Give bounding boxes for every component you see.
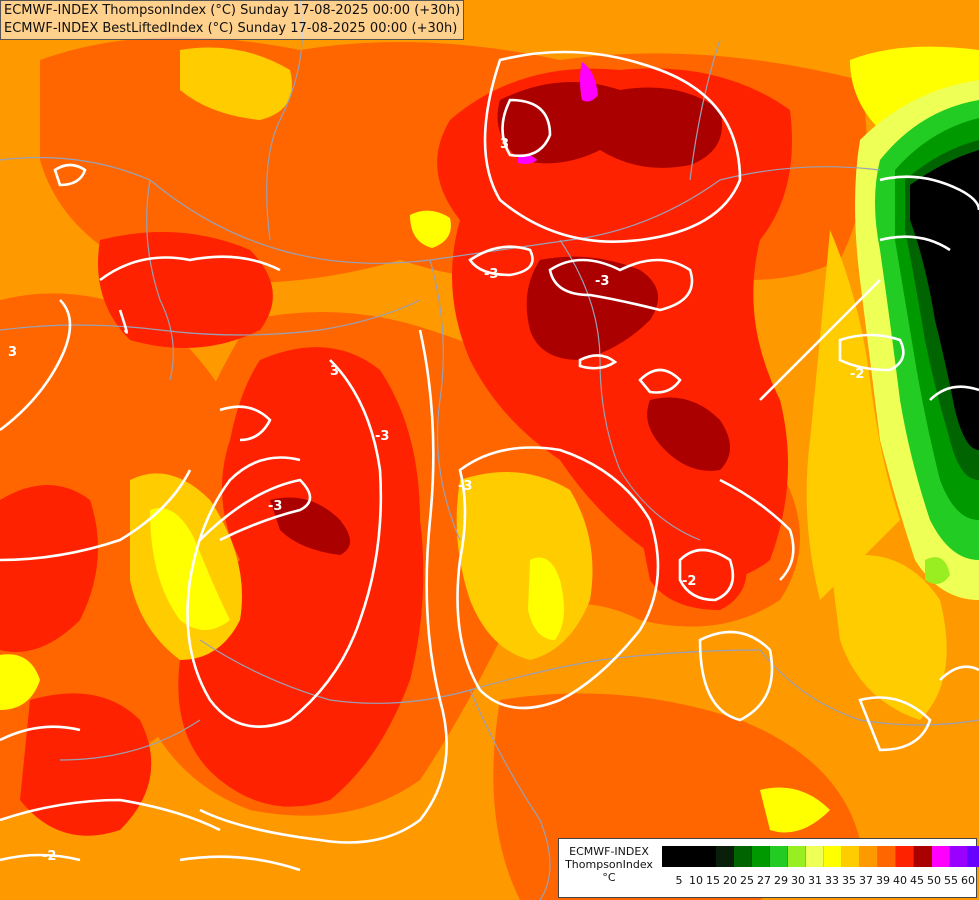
legend-tick-label: 5 bbox=[675, 874, 683, 887]
legend-tick-label: 60 bbox=[961, 874, 975, 887]
color-legend: ECMWF-INDEX ThompsonIndex °C 5 10 15 20 25 27… bbox=[558, 838, 979, 898]
legend-swatch bbox=[752, 846, 770, 867]
legend-swatch bbox=[806, 846, 824, 867]
legend-swatch bbox=[734, 846, 752, 867]
legend-swatch bbox=[662, 846, 680, 867]
map-title-box: ECMWF-INDEX ThompsonIndex (°C) Sunday 17… bbox=[0, 0, 465, 40]
legend-tick-label: 31 bbox=[808, 874, 822, 887]
legend-swatch bbox=[860, 846, 878, 867]
field-31-center bbox=[528, 557, 564, 640]
field-33-northwest bbox=[180, 47, 292, 120]
legend-swatch bbox=[968, 846, 979, 867]
field-40-north bbox=[497, 82, 722, 168]
contour-label: -2 bbox=[850, 367, 864, 382]
field-33-east-coast bbox=[806, 230, 900, 600]
legend-tick-label: 50 bbox=[927, 874, 941, 887]
legend-swatch bbox=[698, 846, 716, 867]
field-33-south-east bbox=[830, 555, 947, 720]
field-45-spot bbox=[518, 155, 537, 164]
legend-swatch bbox=[878, 846, 896, 867]
field-39-southwest bbox=[20, 693, 152, 836]
contour-label: 3 bbox=[330, 364, 339, 379]
legend-tick-label: 35 bbox=[842, 874, 856, 887]
legend-title: ECMWF-INDEX bbox=[569, 845, 649, 858]
legend-tick-label: 55 bbox=[944, 874, 958, 887]
legend-swatch bbox=[896, 846, 914, 867]
legend-tick-label: 20 bbox=[723, 874, 737, 887]
legend-tick-label: 15 bbox=[706, 874, 720, 887]
contour-label: -2 bbox=[42, 849, 56, 864]
contour-label: -2 bbox=[682, 574, 696, 589]
field-east-pale-spot bbox=[925, 557, 950, 584]
contour-label: -3 bbox=[268, 499, 282, 514]
legend-swatch bbox=[950, 846, 968, 867]
contour-label: -3 bbox=[458, 479, 472, 494]
field-39-central bbox=[178, 347, 424, 807]
legend-swatch bbox=[680, 846, 698, 867]
contour-label: 3 bbox=[500, 137, 509, 152]
field-east-black bbox=[910, 150, 979, 450]
legend-label: ECMWF-INDEX ThompsonIndex °C bbox=[563, 845, 655, 884]
legend-swatch bbox=[770, 846, 788, 867]
field-40-east bbox=[647, 397, 730, 471]
contour-label: -3 bbox=[375, 429, 389, 444]
legend-unit: °C bbox=[602, 871, 616, 884]
legend-swatch bbox=[716, 846, 734, 867]
legend-ticks: 5 10 15 20 25 27 29 30 31 33 35 37 39 40 45 50 55 60 bbox=[662, 874, 976, 888]
legend-tick-label: 10 bbox=[689, 874, 703, 887]
legend-tick-label: 27 bbox=[757, 874, 771, 887]
legend-swatch bbox=[788, 846, 806, 867]
contour-label: 3 bbox=[8, 345, 17, 360]
field-31-southeast bbox=[760, 787, 830, 833]
contour-label: -3 bbox=[484, 267, 498, 282]
title-line-bestlifted: ECMWF-INDEX BestLiftedIndex (°C) Sunday … bbox=[4, 21, 458, 36]
field-39-west bbox=[0, 485, 98, 652]
legend-tick-label: 40 bbox=[893, 874, 907, 887]
field-31-west-edge bbox=[0, 654, 40, 710]
legend-tick-label: 30 bbox=[791, 874, 805, 887]
legend-tick-label: 37 bbox=[859, 874, 873, 887]
contour-lines bbox=[0, 50, 979, 872]
legend-tick-label: 25 bbox=[740, 874, 754, 887]
legend-field: ThompsonIndex bbox=[565, 858, 653, 871]
legend-color-bar bbox=[662, 846, 979, 867]
field-31-north-spot bbox=[410, 210, 451, 248]
field-45-north bbox=[580, 62, 598, 102]
legend-swatch bbox=[824, 846, 842, 867]
title-line-thompson: ECMWF-INDEX ThompsonIndex (°C) Sunday 17… bbox=[4, 3, 461, 18]
field-39-south bbox=[640, 522, 747, 610]
contour-label-group: 3 3 -3 -3 3 -3 -3 -2 -2 -2 -3 bbox=[8, 137, 864, 864]
legend-tick-label: 29 bbox=[774, 874, 788, 887]
legend-tick-label: 33 bbox=[825, 874, 839, 887]
legend-tick-label: 45 bbox=[910, 874, 924, 887]
legend-swatch bbox=[842, 846, 860, 867]
legend-swatch bbox=[914, 846, 932, 867]
legend-swatch bbox=[932, 846, 950, 867]
field-31-west bbox=[150, 508, 230, 630]
legend-tick-label: 39 bbox=[876, 874, 890, 887]
contour-label: -3 bbox=[595, 274, 609, 289]
